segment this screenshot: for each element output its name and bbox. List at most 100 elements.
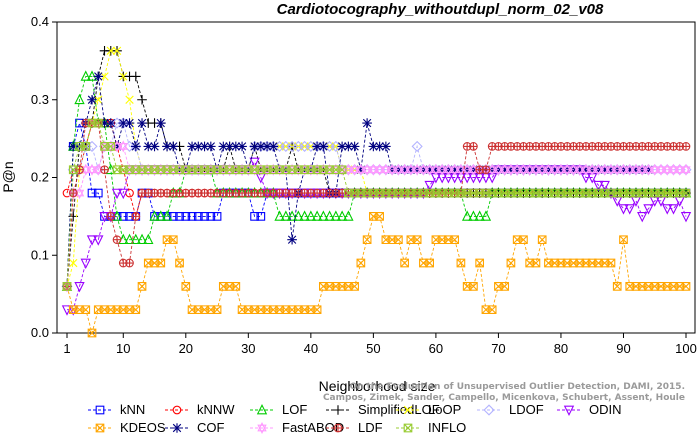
data-point — [506, 258, 516, 268]
data-point — [93, 188, 103, 198]
data-point — [668, 204, 679, 215]
data-point — [293, 163, 304, 176]
legend-marker — [257, 421, 267, 434]
data-point — [62, 282, 72, 291]
data-point — [112, 46, 122, 55]
data-point — [237, 163, 247, 176]
data-point — [187, 163, 197, 176]
data-point — [356, 164, 366, 175]
data-point — [493, 163, 504, 176]
data-point — [449, 164, 460, 175]
data-point — [130, 141, 141, 152]
data-point — [224, 141, 235, 152]
data-point — [394, 235, 403, 245]
legend-item: LDOF — [477, 402, 544, 417]
axes-layer: 1 10 20 30 40 50 60 70 80 90 100 0.0 0.1 0.2 0.3 0.4 — [31, 14, 697, 356]
data-point — [362, 235, 372, 245]
data-point — [187, 141, 197, 152]
data-point — [549, 164, 560, 175]
data-point — [156, 163, 166, 176]
data-point — [587, 163, 597, 176]
data-point — [131, 163, 141, 176]
series-inflo — [62, 118, 691, 291]
data-point — [81, 142, 91, 151]
data-point — [606, 164, 616, 175]
legend-item: LOF — [250, 402, 307, 417]
data-point — [231, 282, 241, 291]
data-point — [643, 204, 654, 215]
data-point — [575, 163, 585, 176]
data-point — [431, 163, 441, 176]
data-point — [130, 71, 141, 82]
data-point — [499, 163, 510, 176]
data-point — [681, 163, 691, 176]
data-point — [506, 164, 516, 175]
data-point — [168, 163, 178, 176]
data-point — [262, 163, 272, 176]
credit-line-2: On the Evaluation of Unsupervised Outlie… — [350, 382, 685, 392]
data-point — [456, 164, 466, 175]
data-point — [656, 163, 666, 176]
data-point — [250, 212, 259, 221]
data-point — [124, 118, 135, 128]
data-point — [256, 141, 266, 152]
data-point — [87, 94, 97, 105]
data-point — [337, 165, 347, 175]
data-point — [368, 141, 379, 152]
legend-marker — [333, 405, 343, 415]
data-point — [149, 163, 160, 176]
data-point — [324, 163, 335, 176]
data-point — [268, 163, 279, 176]
data-point — [74, 93, 85, 105]
data-point — [624, 204, 635, 215]
legend-marker — [95, 423, 105, 433]
data-point — [206, 141, 216, 152]
data-point — [618, 204, 629, 215]
data-point — [74, 187, 85, 200]
data-point — [306, 163, 316, 176]
data-point — [119, 72, 128, 81]
legend-marker — [333, 423, 343, 433]
series-cof — [62, 71, 654, 292]
data-point — [399, 164, 410, 175]
legend-item: KDEOS — [88, 420, 166, 434]
legend-item: COF — [165, 420, 225, 434]
y-tick-label: 0.0 — [31, 325, 49, 340]
data-point — [424, 163, 435, 176]
data-point — [87, 328, 97, 338]
data-point — [324, 210, 335, 221]
data-point — [518, 163, 529, 176]
legend-label: LDF — [358, 420, 383, 434]
data-point — [106, 140, 116, 153]
data-point — [131, 212, 141, 221]
data-point — [312, 141, 322, 152]
data-point — [318, 210, 329, 221]
series-line — [67, 161, 687, 311]
data-point — [69, 258, 78, 268]
data-point — [399, 163, 410, 176]
data-point — [437, 163, 447, 176]
x-tick-label: 100 — [675, 341, 697, 356]
data-point — [362, 163, 372, 176]
data-point — [155, 210, 166, 221]
data-point — [162, 141, 172, 152]
data-point — [193, 163, 203, 176]
data-point — [93, 118, 103, 128]
data-point — [343, 141, 354, 152]
data-point — [199, 163, 210, 176]
data-point — [81, 305, 91, 315]
data-point — [469, 282, 478, 291]
data-point — [125, 258, 134, 268]
data-point — [643, 163, 654, 176]
data-point — [137, 163, 147, 176]
data-point — [312, 305, 322, 315]
data-point — [99, 118, 110, 128]
data-point — [668, 163, 679, 176]
data-point — [662, 204, 673, 215]
data-point — [543, 163, 554, 176]
data-point — [356, 258, 366, 268]
data-point — [249, 163, 260, 176]
data-point — [281, 163, 291, 176]
data-point — [94, 95, 103, 104]
data-point — [268, 141, 279, 152]
